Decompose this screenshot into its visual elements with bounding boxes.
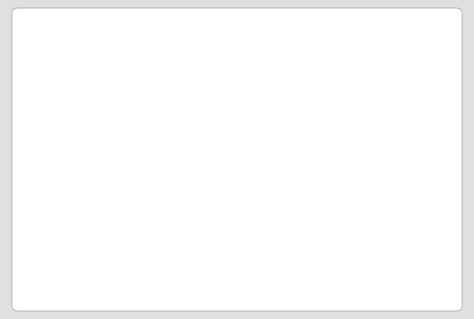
Circle shape: [183, 258, 190, 263]
Text: Bea: Bea: [319, 205, 338, 215]
Ellipse shape: [237, 149, 244, 170]
Ellipse shape: [168, 241, 206, 280]
Ellipse shape: [259, 149, 267, 170]
FancyBboxPatch shape: [46, 244, 94, 277]
FancyBboxPatch shape: [263, 149, 311, 170]
FancyBboxPatch shape: [105, 130, 156, 158]
Circle shape: [183, 208, 190, 212]
FancyBboxPatch shape: [46, 76, 94, 108]
Ellipse shape: [307, 149, 315, 170]
Polygon shape: [300, 208, 310, 218]
FancyBboxPatch shape: [267, 204, 289, 216]
Ellipse shape: [168, 73, 206, 111]
FancyBboxPatch shape: [301, 64, 323, 75]
Circle shape: [203, 208, 210, 212]
FancyBboxPatch shape: [304, 197, 354, 223]
Ellipse shape: [188, 149, 196, 170]
Polygon shape: [296, 113, 307, 123]
FancyBboxPatch shape: [70, 168, 91, 179]
FancyBboxPatch shape: [371, 194, 419, 226]
Text: Matt: Matt: [264, 110, 289, 119]
Polygon shape: [100, 142, 111, 153]
FancyBboxPatch shape: [192, 149, 240, 170]
Ellipse shape: [168, 191, 206, 229]
Text: Map out business logic: Map out business logic: [37, 32, 180, 45]
Text: Lena: Lena: [118, 139, 143, 149]
FancyBboxPatch shape: [371, 76, 419, 108]
FancyBboxPatch shape: [251, 101, 302, 128]
